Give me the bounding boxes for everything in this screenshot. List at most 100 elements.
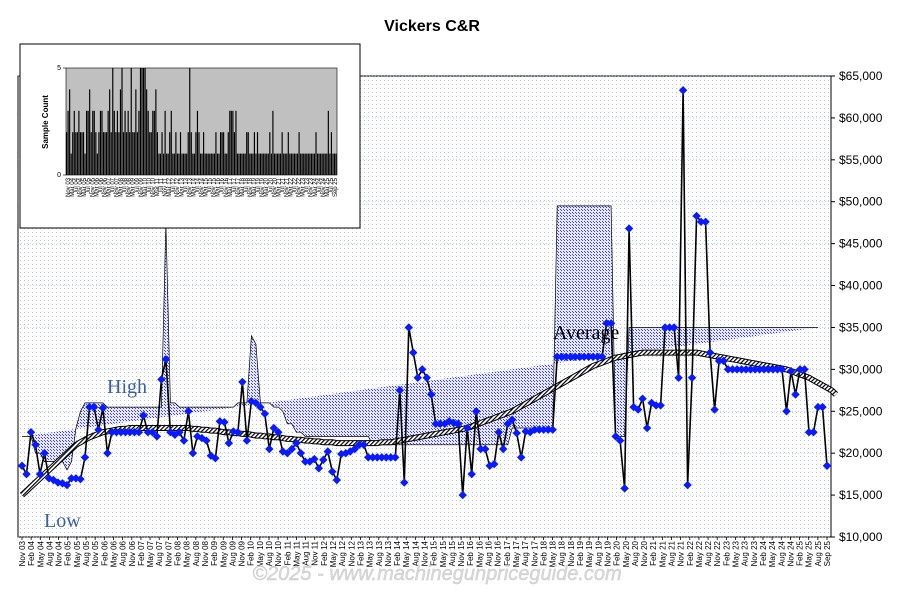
price-marker — [301, 457, 310, 466]
inset-bar — [227, 132, 229, 175]
inset-x-tick-label: Jul 16 — [220, 177, 226, 194]
inset-bar — [300, 153, 302, 175]
inset-bar — [99, 110, 102, 175]
x-tick-label: Aug 24 — [777, 540, 786, 566]
inset-bar — [283, 153, 285, 175]
price-marker — [377, 453, 386, 462]
inset-bar — [81, 132, 83, 175]
inset-bar — [76, 132, 78, 175]
x-tick-label: Nov 22 — [713, 540, 722, 566]
inset-bar — [230, 110, 232, 175]
x-tick-label: Sep 25 — [823, 540, 832, 566]
price-marker — [463, 423, 472, 433]
price-marker — [660, 323, 670, 332]
price-marker — [143, 428, 153, 437]
x-tick-label: May 05 — [73, 540, 82, 567]
price-marker — [62, 480, 72, 490]
price-marker — [579, 352, 589, 361]
inset-bar — [135, 89, 137, 175]
inset-x-tick-label: Nov 10 — [151, 177, 157, 197]
inset-bar — [219, 132, 222, 175]
x-tick-label: Nov 09 — [238, 540, 247, 566]
inset-bar — [258, 153, 260, 175]
x-tick-label: Feb 08 — [174, 540, 183, 565]
price-marker — [161, 355, 171, 364]
price-marker — [759, 365, 769, 374]
inset-bar — [286, 153, 288, 175]
x-tick-label: May 13 — [366, 540, 375, 567]
price-marker — [287, 444, 297, 454]
inset-bar — [109, 89, 111, 175]
inset-bar — [96, 153, 98, 175]
inset-bar — [127, 110, 129, 175]
inset-bar — [190, 132, 192, 175]
inset-bar — [139, 68, 142, 175]
y-axis: $10,000 $15,000 $20,000 $25,000 $30,000 $35,0… — [831, 69, 883, 544]
inset-bar — [170, 110, 172, 175]
x-tick-label: Aug 20 — [631, 540, 640, 566]
price-marker — [251, 398, 261, 408]
price-marker — [184, 407, 193, 416]
price-marker — [431, 419, 440, 429]
inset-x-tick-label: Nov 23 — [309, 177, 315, 197]
inset-bar — [309, 153, 311, 175]
price-marker — [615, 436, 625, 445]
inset-bar — [321, 153, 323, 175]
inset-bar — [232, 110, 234, 175]
inset-bar — [264, 153, 266, 175]
y-tick-label: $60,000 — [839, 111, 883, 125]
price-marker — [85, 402, 94, 412]
x-tick-label: May 15 — [439, 540, 448, 567]
inset-x-tick-label: Jul 06 — [98, 177, 104, 194]
x-tick-label: Feb 16 — [466, 540, 475, 565]
price-marker — [665, 323, 674, 332]
inset-x-tick-label: Nov 24 — [321, 177, 327, 197]
inset-bar — [119, 89, 122, 175]
price-marker — [481, 444, 490, 454]
price-marker — [683, 480, 692, 490]
inset-x-tick-label: Mar 24 — [313, 177, 319, 196]
price-marker — [116, 428, 126, 437]
price-marker — [355, 440, 364, 449]
inset-x-tick-label: Mar 05 — [82, 177, 88, 196]
inset-bar — [272, 110, 274, 175]
inset-bar — [161, 132, 163, 175]
inset-bar — [159, 153, 162, 175]
price-marker — [777, 365, 787, 374]
inset-x-tick-label: Mar 07 — [106, 177, 112, 196]
x-tick-label: Nov 08 — [201, 540, 210, 566]
price-marker — [40, 448, 49, 458]
inset-x-tick-label: Jul 14 — [195, 177, 201, 194]
inset-bar — [249, 153, 251, 175]
x-tick-label: May 18 — [549, 540, 558, 567]
y-tick-label: $20,000 — [839, 446, 883, 460]
price-marker — [687, 373, 697, 382]
x-tick-label: May 24 — [768, 540, 777, 567]
price-marker — [723, 365, 733, 374]
price-marker — [296, 448, 306, 458]
x-tick-label: Aug 18 — [558, 540, 567, 566]
x-tick-label: Nov 21 — [677, 540, 686, 566]
inset-bar — [121, 68, 123, 175]
inset-bar — [79, 132, 82, 175]
inset-bar — [82, 132, 85, 175]
price-marker — [274, 428, 283, 437]
inset-bar — [150, 132, 152, 175]
inset-x-tick-label: Jul 12 — [171, 177, 177, 194]
inset-x-tick-label: Mar 14 — [191, 177, 197, 196]
price-marker — [791, 390, 800, 399]
price-marker — [710, 405, 719, 414]
inset-bar — [263, 153, 265, 175]
inset-bar — [210, 153, 212, 175]
inset-bar — [84, 153, 86, 175]
inset-bar — [236, 153, 239, 175]
inset-bar — [303, 153, 305, 175]
inset-bar — [306, 153, 308, 175]
inset-x-tick-label: Jul 13 — [183, 177, 189, 194]
x-tick-label: May 20 — [622, 540, 631, 567]
x-tick-label: Nov 06 — [128, 540, 137, 566]
inset-bar — [173, 153, 175, 175]
price-marker — [422, 373, 431, 382]
price-marker — [139, 411, 148, 420]
x-tick-label: Feb 07 — [137, 540, 146, 565]
